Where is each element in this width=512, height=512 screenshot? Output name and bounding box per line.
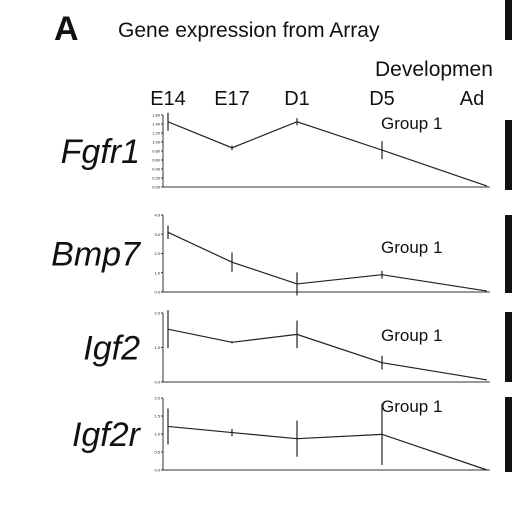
y-tick-label: 1.5 <box>154 414 160 419</box>
stage-label: Ad <box>460 88 484 110</box>
y-tick-label: 0.60 <box>152 158 161 163</box>
y-tick-label: 0.0 <box>154 290 160 295</box>
adjacent-panel-edge <box>505 0 512 40</box>
stage-label: E17 <box>214 88 250 110</box>
y-tick-label: 0.80 <box>152 149 161 154</box>
stage-label: E14 <box>150 88 186 110</box>
y-tick-label: 2.0 <box>154 251 160 256</box>
group-label: Group 1 <box>381 326 442 345</box>
gene-label: Fgfr1 <box>61 133 140 171</box>
adjacent-panel-edge <box>505 120 512 190</box>
y-tick-label: 0.40 <box>152 167 161 172</box>
group-label: Group 1 <box>381 397 442 416</box>
series-line <box>167 425 488 471</box>
y-tick-label: 1.20 <box>152 131 161 136</box>
y-tick-label: 0.0 <box>154 468 160 473</box>
y-tick-label: 1.0 <box>154 345 160 350</box>
y-tick-label: 1.0 <box>154 432 160 437</box>
figure-title: Gene expression from Array <box>118 19 380 42</box>
stage-label: D1 <box>284 88 310 110</box>
y-tick-label: 4.0 <box>154 213 160 218</box>
gene-label: Bmp7 <box>51 236 141 274</box>
panel-label: A <box>54 10 79 48</box>
y-tick-label: 1.00 <box>152 140 161 145</box>
y-tick-label: 3.0 <box>154 232 160 237</box>
figure-subtitle: Developmen <box>375 58 493 81</box>
group-label: Group 1 <box>381 238 442 257</box>
stage-label: D5 <box>369 88 395 110</box>
y-tick-label: 1.60 <box>152 113 161 118</box>
y-tick-label: 1.40 <box>152 122 161 127</box>
y-tick-label: 0.5 <box>154 450 160 455</box>
y-tick-label: 0.0 <box>154 380 160 385</box>
adjacent-panel-edge <box>505 215 512 293</box>
adjacent-panel-edge <box>505 312 512 382</box>
y-tick-label: 1.0 <box>154 270 160 275</box>
y-tick-label: 0.20 <box>152 176 161 181</box>
y-tick-label: 2.0 <box>154 396 160 401</box>
y-tick-label: 0.00 <box>152 185 161 190</box>
y-tick-label: 2.0 <box>154 311 160 316</box>
gene-label: Igf2r <box>72 416 142 454</box>
group-label: Group 1 <box>381 114 442 133</box>
gene-label: Igf2 <box>83 330 140 368</box>
adjacent-panel-edge <box>505 397 512 472</box>
